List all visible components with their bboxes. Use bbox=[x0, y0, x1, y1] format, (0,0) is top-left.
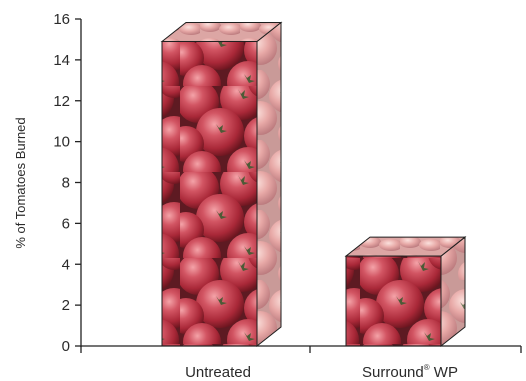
x-category-label-surround-wp: Surround® WP bbox=[362, 363, 458, 381]
x-category-label-untreated: Untreated bbox=[185, 364, 251, 381]
bar-side-face bbox=[256, 21, 282, 348]
category-text: Surround bbox=[362, 364, 424, 381]
bar-front-face bbox=[161, 40, 258, 347]
y-ticks-group: 0 2 4 6 8 10 12 14 16 bbox=[53, 11, 81, 355]
y-tick-label: 6 bbox=[62, 215, 70, 232]
category-suffix: WP bbox=[430, 364, 458, 381]
y-tick-label: 14 bbox=[53, 52, 70, 69]
y-tick-label: 16 bbox=[53, 11, 70, 28]
y-tick-label: 12 bbox=[53, 93, 70, 110]
y-tick-label: 2 bbox=[62, 297, 70, 314]
y-axis-label: % of Tomatoes Burned bbox=[13, 117, 28, 248]
x-ticks-group bbox=[80, 346, 522, 353]
y-tick-label: 0 bbox=[62, 338, 70, 355]
bar-front-face bbox=[345, 255, 442, 347]
category-text: Untreated bbox=[185, 364, 251, 381]
registered-mark: ® bbox=[424, 363, 430, 372]
bar-surround-wp bbox=[344, 236, 467, 348]
y-tick-label: 10 bbox=[53, 134, 70, 151]
y-tick-label: 4 bbox=[62, 256, 70, 273]
y-tick-label: 8 bbox=[62, 175, 70, 192]
bar-untreated bbox=[160, 21, 283, 348]
bars-group bbox=[160, 21, 467, 348]
